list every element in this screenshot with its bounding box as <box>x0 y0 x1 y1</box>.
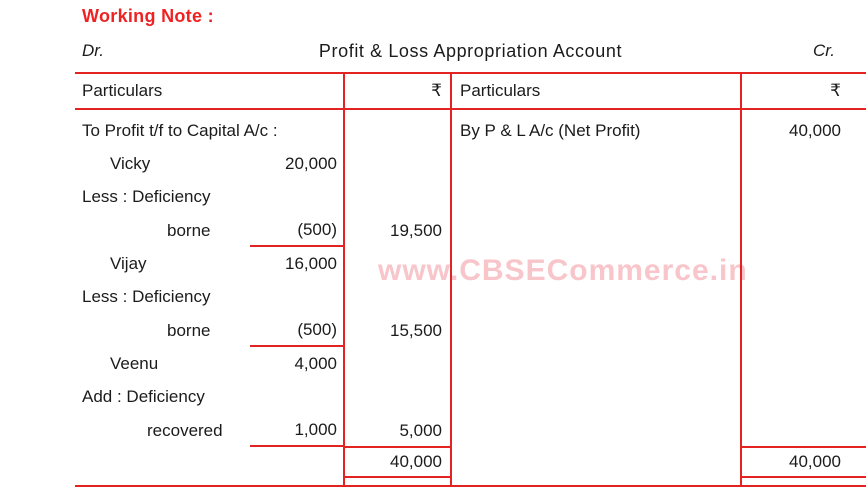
watermark: www.CBSECommerce.in <box>378 254 748 287</box>
debit-row: Less : Deficiency <box>75 281 450 314</box>
particulars-label: Vijay <box>110 254 147 274</box>
credit-amount-header: ₹ <box>830 81 841 100</box>
amount-cell <box>343 147 450 180</box>
amount-cell <box>343 281 450 314</box>
column-divider <box>450 72 452 487</box>
particulars-label: borne <box>167 320 211 340</box>
amount-cell: 19,500 <box>390 220 442 240</box>
account-title: Profit & Loss Appropriation Account <box>318 41 623 61</box>
inner-amount <box>278 114 378 147</box>
particulars-label: Add : Deficiency <box>82 387 205 407</box>
amount-cell <box>343 381 450 414</box>
particulars-label: Vicky <box>110 154 151 174</box>
column-divider <box>740 72 742 487</box>
inner-amount: 16,000 <box>285 254 337 274</box>
credit-column: By P & L A/c (Net Profit) 40,000 <box>452 110 866 147</box>
debit-row: To Profit t/f to Capital A/c : <box>75 114 450 147</box>
particulars-label: Veenu <box>110 354 159 374</box>
dr-label: Dr. <box>82 41 105 60</box>
particulars-label: borne <box>167 220 211 240</box>
cr-label: Cr. <box>812 41 835 60</box>
debit-row: Veenu 4,000 <box>75 347 450 380</box>
debit-column: To Profit t/f to Capital A/c : Vicky 20,… <box>75 110 450 448</box>
debit-total: 40,000 <box>343 446 450 478</box>
debit-row: recovered 1,000 5,000 <box>75 414 450 448</box>
credit-row: By P & L A/c (Net Profit) 40,000 <box>452 114 866 147</box>
table-top-rule <box>75 72 866 74</box>
debit-row: Add : Deficiency <box>75 381 450 414</box>
particulars-label: To Profit t/f to Capital A/c : <box>82 120 278 140</box>
particulars-label: Less : Deficiency <box>82 287 211 307</box>
inner-amount <box>243 181 343 214</box>
inner-amount <box>243 281 343 314</box>
profit-loss-appropriation-table: Particulars ₹ Particulars ₹ To Profit t/… <box>75 72 866 487</box>
inner-amount <box>243 381 343 414</box>
working-note-heading: Working Note : <box>82 6 214 26</box>
debit-particulars-header: Particulars <box>82 81 163 100</box>
debit-amount-header: ₹ <box>431 81 442 100</box>
inner-amount: 4,000 <box>294 354 337 374</box>
amount-cell: 15,500 <box>390 320 442 340</box>
debit-row: borne (500) 19,500 <box>75 214 450 248</box>
inner-amount: (500) <box>250 314 343 348</box>
column-divider <box>343 72 345 487</box>
table-bottom-rule <box>75 485 866 487</box>
inner-amount: 1,000 <box>250 414 343 448</box>
credit-particulars-header: Particulars <box>460 81 541 100</box>
amount-cell <box>343 181 450 214</box>
header-bottom-rule <box>75 108 866 110</box>
debit-row: borne (500) 15,500 <box>75 314 450 348</box>
amount-cell <box>343 247 450 280</box>
amount-cell: 40,000 <box>789 120 841 140</box>
debit-row: Vicky 20,000 <box>75 147 450 180</box>
debit-row: Vijay 16,000 <box>75 247 450 280</box>
inner-amount: (500) <box>250 214 343 248</box>
particulars-label: Less : Deficiency <box>82 187 211 207</box>
inner-amount: 20,000 <box>285 154 337 174</box>
particulars-label: By P & L A/c (Net Profit) <box>460 120 641 140</box>
amount-cell: 5,000 <box>399 420 442 440</box>
debit-row: Less : Deficiency <box>75 181 450 214</box>
amount-cell <box>343 347 450 380</box>
particulars-label: recovered <box>147 420 223 440</box>
credit-total: 40,000 <box>740 446 866 478</box>
